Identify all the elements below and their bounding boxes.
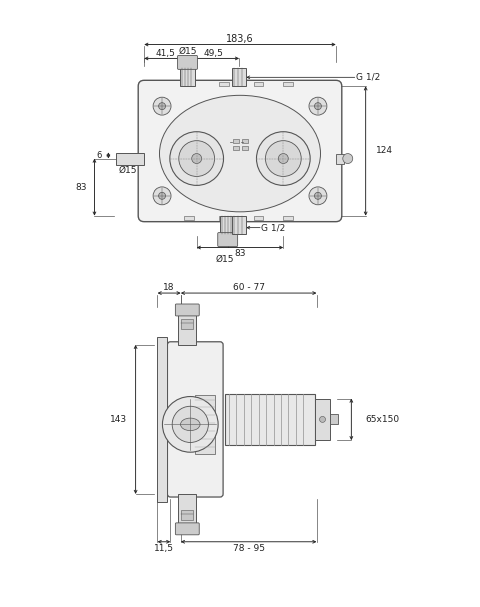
Bar	[181, 319, 193, 329]
Bar	[195, 395, 215, 454]
Circle shape	[192, 154, 202, 163]
Bar	[179, 315, 196, 345]
Text: Ø15: Ø15	[216, 255, 234, 264]
Bar	[233, 138, 239, 143]
Bar	[283, 83, 293, 86]
Circle shape	[278, 154, 288, 163]
Text: G 1/2: G 1/2	[356, 73, 380, 82]
Text: 60 - 77: 60 - 77	[233, 283, 264, 291]
Circle shape	[265, 141, 301, 177]
Bar	[314, 399, 330, 440]
Text: 143: 143	[109, 415, 127, 424]
FancyBboxPatch shape	[175, 304, 199, 316]
Bar	[330, 415, 338, 424]
Circle shape	[170, 132, 224, 185]
Bar	[219, 83, 228, 86]
FancyBboxPatch shape	[138, 80, 342, 222]
Bar	[116, 152, 144, 164]
Circle shape	[179, 141, 215, 177]
Circle shape	[158, 192, 166, 199]
Text: G 1/2: G 1/2	[261, 223, 285, 232]
Text: 49,5: 49,5	[204, 49, 223, 58]
Ellipse shape	[180, 418, 200, 430]
Bar	[220, 215, 235, 234]
FancyBboxPatch shape	[168, 342, 223, 497]
Circle shape	[162, 396, 218, 452]
Bar	[219, 215, 228, 220]
Bar	[253, 83, 264, 86]
Text: 183,6: 183,6	[226, 33, 254, 44]
Bar	[283, 215, 293, 220]
Bar	[225, 393, 314, 446]
Bar	[336, 154, 344, 163]
Text: 78 - 95: 78 - 95	[233, 544, 264, 553]
Bar	[157, 337, 168, 502]
Circle shape	[153, 187, 171, 205]
Circle shape	[158, 103, 166, 110]
Circle shape	[309, 97, 327, 115]
Text: 65x150: 65x150	[365, 415, 399, 424]
Text: 11,5: 11,5	[154, 544, 174, 553]
Text: 41,5: 41,5	[156, 49, 176, 58]
Text: Ø15: Ø15	[119, 166, 137, 175]
Bar	[233, 146, 239, 150]
FancyBboxPatch shape	[218, 232, 238, 246]
Text: 6: 6	[96, 151, 101, 160]
Circle shape	[343, 154, 353, 163]
Bar	[180, 69, 195, 86]
FancyBboxPatch shape	[175, 523, 199, 535]
Bar	[253, 215, 264, 220]
Ellipse shape	[159, 95, 321, 212]
Circle shape	[256, 132, 310, 185]
Bar	[179, 494, 196, 524]
Text: 124: 124	[376, 146, 393, 155]
Bar	[232, 215, 246, 234]
Circle shape	[314, 103, 322, 110]
Circle shape	[320, 416, 325, 422]
Bar	[181, 510, 193, 520]
Circle shape	[314, 192, 322, 199]
Text: Ø15: Ø15	[178, 47, 197, 56]
Bar	[242, 138, 248, 143]
Bar	[232, 69, 246, 86]
Circle shape	[172, 406, 208, 443]
Bar	[242, 146, 248, 150]
Circle shape	[309, 187, 327, 205]
FancyBboxPatch shape	[178, 55, 197, 69]
Text: 18: 18	[163, 283, 175, 291]
Bar	[184, 83, 194, 86]
Text: 83: 83	[75, 183, 86, 192]
Bar	[184, 215, 194, 220]
Text: 83: 83	[234, 249, 246, 258]
Circle shape	[153, 97, 171, 115]
